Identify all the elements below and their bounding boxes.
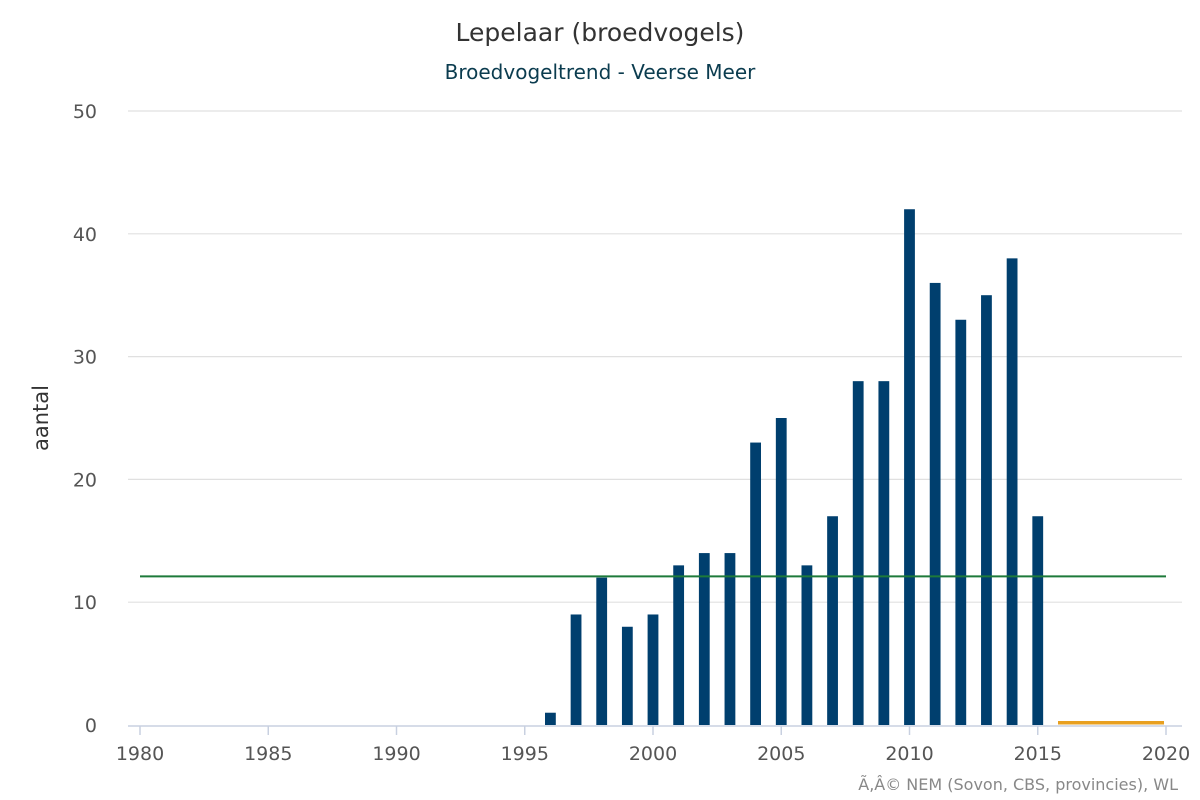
bar-2013 (981, 295, 992, 725)
y-axis: 0 10 20 30 40 50 (73, 101, 97, 737)
x-axis: 1980 1985 1990 1995 2000 2005 2010 2015 2020 (116, 725, 1190, 765)
y-tick-label: 30 (73, 347, 97, 369)
bar-2010 (904, 209, 915, 726)
bars (545, 209, 1164, 726)
bar-2011 (929, 282, 941, 725)
y-tick-label: 0 (85, 715, 97, 737)
bar-1999 (621, 626, 633, 725)
bar-2008 (852, 381, 864, 725)
bar-2003 (724, 553, 736, 725)
y-tick-label: 20 (73, 469, 97, 491)
bar-2001 (673, 565, 685, 725)
x-tick-label: 2010 (885, 743, 933, 765)
bar-2002 (698, 553, 710, 725)
x-tick-label: 1980 (116, 743, 164, 765)
bar-2000 (647, 614, 659, 725)
chart-subtitle: Broedvogeltrend - Veerse Meer (445, 60, 757, 84)
bar-2014 (1006, 258, 1018, 725)
bar-2009 (878, 381, 890, 725)
chart-title: Lepelaar (broedvogels) (456, 18, 745, 47)
bar-1997 (570, 614, 582, 725)
y-tick-label: 10 (73, 592, 97, 614)
x-tick-label: 2015 (1014, 743, 1062, 765)
x-tick-label: 2000 (629, 743, 677, 765)
bar-2006 (801, 565, 813, 725)
x-tick-label: 2005 (757, 743, 805, 765)
bar-2004 (750, 442, 761, 725)
x-tick-label: 2020 (1142, 743, 1190, 765)
bar-2012 (955, 319, 967, 725)
bar-2005 (775, 418, 787, 725)
x-tick-label: 1995 (501, 743, 549, 765)
credit-text: Ã‚Â© NEM (Sovon, CBS, provincies), WL (858, 775, 1178, 794)
grid (128, 110, 1182, 603)
y-tick-label: 40 (73, 224, 97, 246)
bar-2007 (827, 516, 838, 725)
y-axis-label: aantal (29, 385, 53, 451)
bar-1998 (596, 577, 608, 725)
y-tick-label: 50 (73, 101, 97, 123)
bar-1996 (545, 712, 556, 725)
x-tick-label: 1985 (244, 743, 292, 765)
x-tick-label: 1990 (372, 743, 420, 765)
estimate-bar (1058, 721, 1164, 725)
bar-2015 (1032, 516, 1044, 725)
